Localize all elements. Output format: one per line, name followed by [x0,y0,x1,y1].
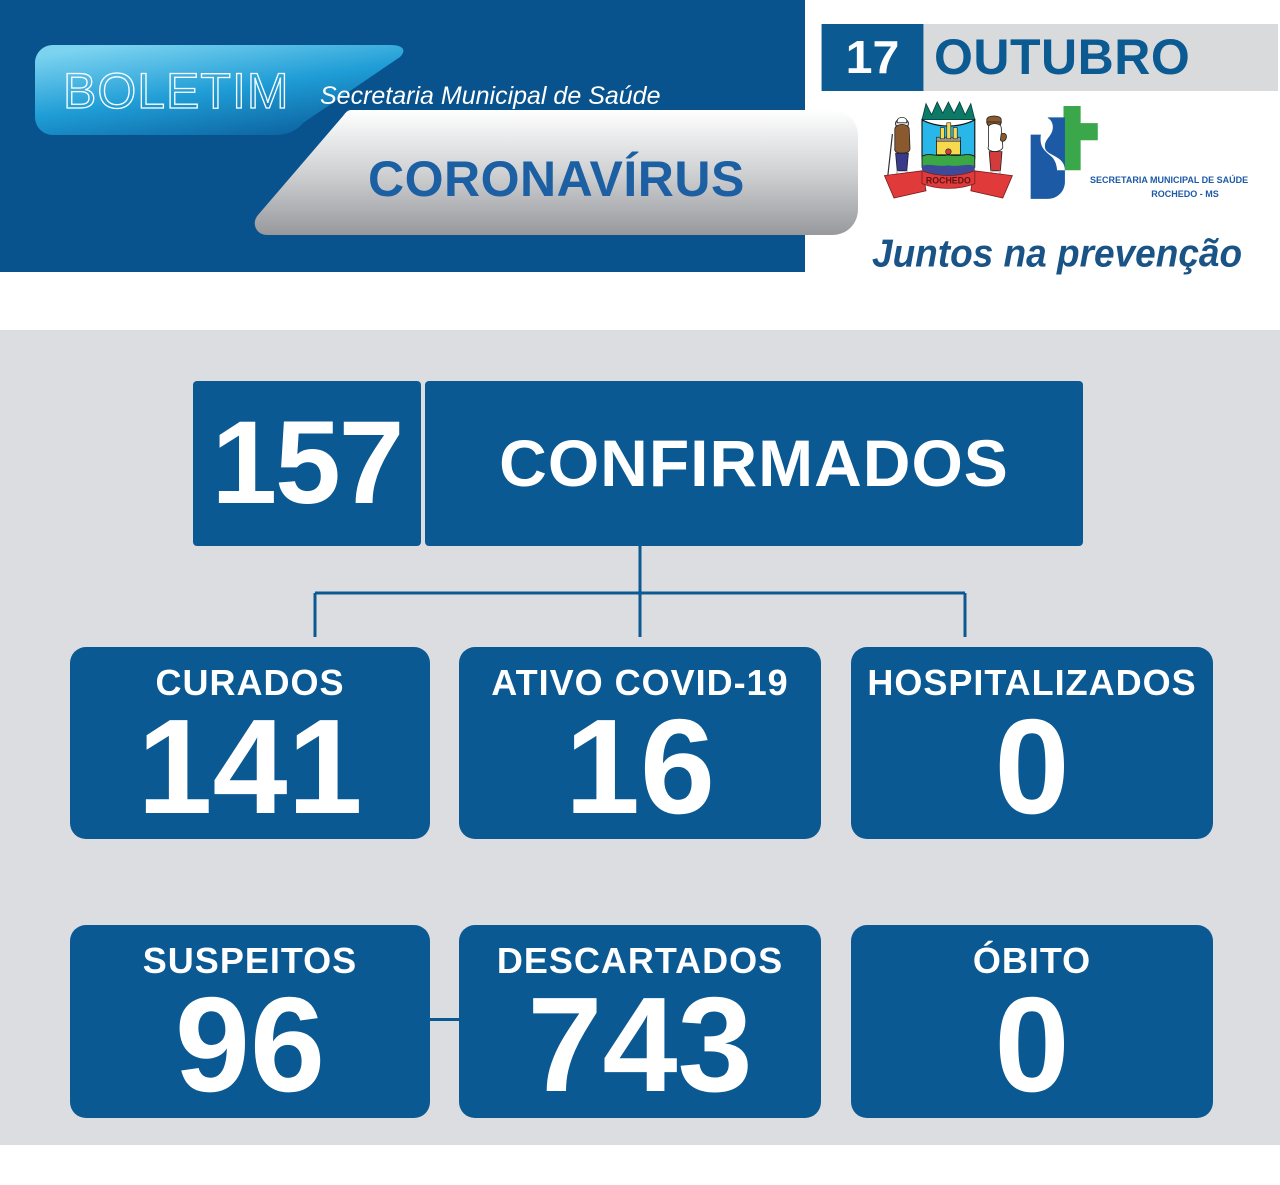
svg-text:ROCHEDO: ROCHEDO [926,176,971,186]
svg-text:CORONAVÍRUS: CORONAVÍRUS [368,151,745,207]
